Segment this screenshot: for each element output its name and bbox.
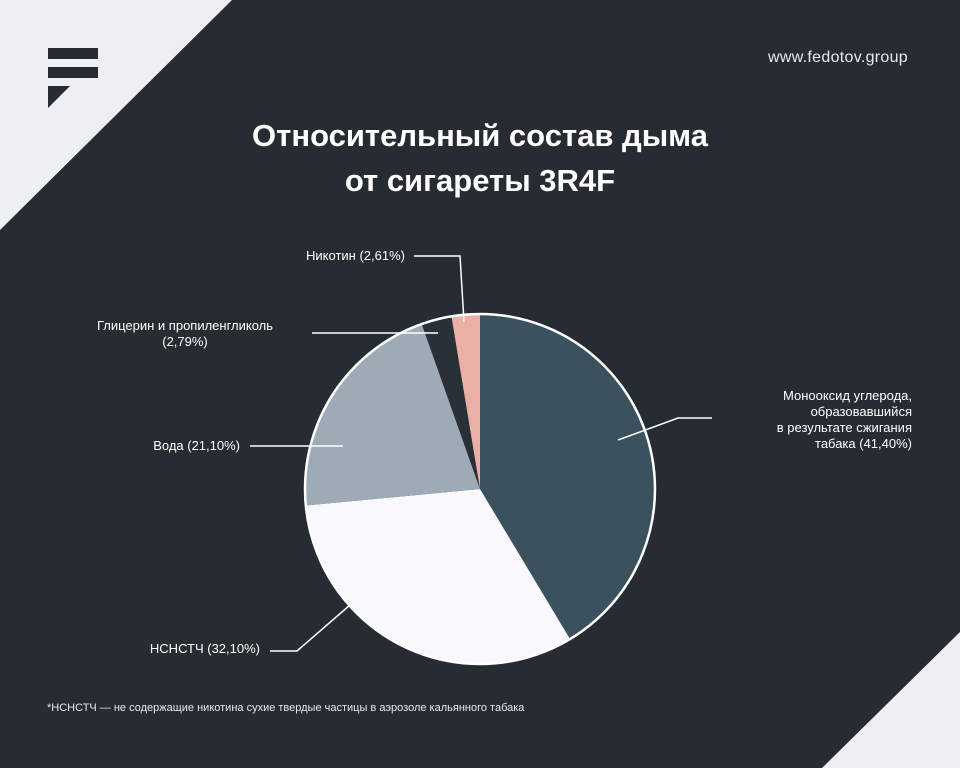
- slice-nicotine: [451, 314, 480, 489]
- slice-carbon-monoxide-label: Монооксид углерода, образовавшийся в резул…: [712, 388, 912, 452]
- slice-nsnstch-label-line-1: НСНСТЧ (32,10%): [149, 641, 260, 656]
- slice-water-label-line-1: Вода (21,10%): [153, 438, 240, 453]
- slice-carbon-monoxide-leader-line: [617, 417, 712, 441]
- chart-title-line-1: Относительный состав дыма: [252, 118, 708, 153]
- chart-title: Относительный состав дыма от сигареты 3R…: [0, 113, 960, 203]
- corner-decoration-bottom-right: [822, 632, 960, 768]
- slice-nicotine-leader-line: [414, 255, 465, 323]
- slice-water: [305, 323, 480, 506]
- slice-nsnstch: [305, 489, 571, 665]
- site-url[interactable]: www.fedotov.group: [768, 49, 908, 66]
- slice-carbon-monoxide-label-line-4: табака (41,40%): [815, 436, 912, 451]
- footnote: *НСНСТЧ — не содержащие никотина сухие т…: [47, 702, 525, 714]
- slice-water-label: Вода (21,10%): [90, 438, 240, 454]
- slice-glycerin: [421, 316, 480, 489]
- slice-nicotine-label: Никотин (2,61%): [270, 248, 405, 264]
- slice-nsnstch-label: НСНСТЧ (32,10%): [110, 641, 260, 657]
- chart-title-line-2: от сигареты 3R4F: [344, 163, 616, 198]
- slice-nsnstch-leader-line: [270, 604, 351, 652]
- slice-nicotine-label-line-1: Никотин (2,61%): [306, 248, 405, 263]
- slice-glycerin-label-line-1: Глицерин и пропиленгликоль: [96, 318, 274, 333]
- slice-carbon-monoxide-label-line-1: Монооксид углерода,: [782, 388, 912, 403]
- pie-outline: [303, 312, 657, 666]
- slice-carbon-monoxide-label-line-2: образовавшийся: [810, 404, 912, 419]
- slice-glycerin-label-line-2: (2,79%): [162, 334, 208, 349]
- fedotov-logo-icon: [48, 48, 98, 108]
- slice-glycerin-label: Глицерин и пропиленгликоль (2,79%): [70, 318, 300, 350]
- slice-carbon-monoxide: [480, 313, 656, 640]
- slice-carbon-monoxide-label-line-3: в результате сжигания: [776, 420, 912, 435]
